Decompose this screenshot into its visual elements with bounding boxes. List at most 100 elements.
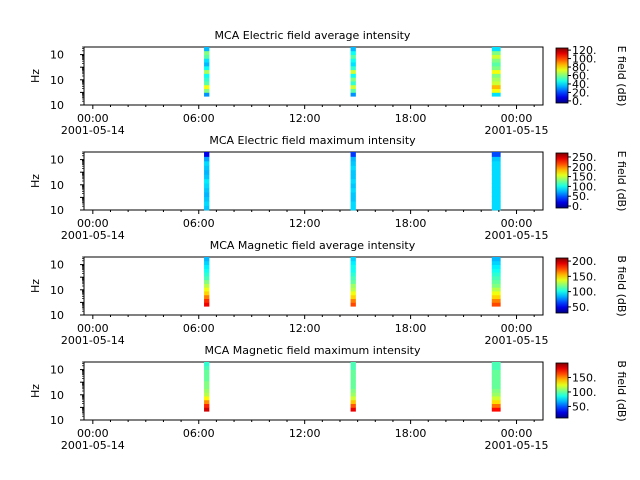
pass-cell bbox=[350, 192, 356, 198]
pass-cell bbox=[491, 183, 501, 189]
pass-cell bbox=[204, 205, 210, 211]
pass-cell bbox=[350, 407, 356, 412]
pass-cell bbox=[491, 156, 501, 162]
pass-cell bbox=[204, 291, 210, 296]
pass-cell bbox=[350, 365, 356, 370]
pass-cell bbox=[204, 192, 210, 198]
colorbar-label: E field (dB) bbox=[615, 151, 628, 212]
x-tick-label: 18:00 bbox=[395, 427, 427, 440]
pass-cell bbox=[204, 373, 210, 378]
pass-cell bbox=[491, 69, 501, 74]
pass-cell bbox=[204, 257, 210, 262]
y-tick-label: 10 bbox=[50, 179, 64, 192]
y-axis-label: Hz bbox=[29, 279, 42, 293]
pass-cell bbox=[350, 62, 356, 67]
colorbar-tick-label: 150. bbox=[572, 171, 597, 184]
pass-cell bbox=[491, 62, 501, 67]
panel-3: MCA Magnetic field average intensity 00:0… bbox=[29, 239, 628, 347]
pass-cell bbox=[350, 403, 356, 408]
x-tick-label: 00:00 bbox=[77, 112, 109, 125]
pass-cell bbox=[350, 294, 356, 300]
pass-cell bbox=[350, 187, 356, 193]
plot-area bbox=[83, 361, 544, 421]
colorbar-tick-label: 100. bbox=[572, 386, 597, 399]
colorbar-tick-label: 50. bbox=[572, 190, 590, 203]
pass-cell bbox=[350, 283, 356, 288]
colorbar bbox=[555, 152, 569, 209]
y-axis-label: Hz bbox=[29, 69, 42, 83]
pass-cell bbox=[491, 291, 501, 296]
pass-cell bbox=[350, 81, 356, 86]
colorbar-tick-label: 20. bbox=[572, 86, 590, 99]
colorbar-tick-label: 100. bbox=[572, 180, 597, 193]
colorbar-tick-label: 250. bbox=[572, 151, 597, 164]
pass-cell bbox=[491, 362, 501, 367]
pass-cell bbox=[491, 294, 501, 300]
pass-cell bbox=[491, 377, 501, 382]
pass-cell bbox=[204, 196, 210, 202]
y-tick-base: 10 bbox=[50, 204, 64, 217]
x-date-label: 2001-05-15 bbox=[485, 334, 549, 347]
pass-2 bbox=[350, 47, 356, 97]
pass-cell bbox=[491, 192, 501, 198]
pass-cell bbox=[204, 287, 210, 292]
pass-cell bbox=[350, 205, 356, 211]
pass-1 bbox=[204, 362, 210, 412]
x-date-label: 2001-05-14 bbox=[61, 229, 125, 242]
y-tick-base: 10 bbox=[50, 74, 64, 87]
pass-cell bbox=[350, 257, 356, 262]
pass-cell bbox=[204, 178, 210, 184]
colorbar-tick-label: 0. bbox=[572, 95, 583, 108]
pass-cell bbox=[350, 65, 356, 71]
pass-cell bbox=[491, 264, 501, 269]
pass-cell bbox=[350, 399, 356, 405]
pass-cell bbox=[350, 178, 356, 184]
pass-cell bbox=[491, 396, 501, 401]
pass-cell bbox=[350, 50, 356, 55]
plot-area bbox=[83, 256, 544, 316]
pass-cell bbox=[491, 283, 501, 288]
colorbar-label: B field (dB) bbox=[615, 360, 628, 421]
pass-cell bbox=[491, 369, 501, 374]
pass-cell bbox=[204, 275, 210, 281]
pass-cell bbox=[350, 291, 356, 296]
pass-cell bbox=[491, 279, 501, 284]
colorbar-label: E field (dB) bbox=[615, 46, 628, 107]
pass-cell bbox=[350, 169, 356, 175]
pass-cell bbox=[491, 392, 501, 397]
pass-cell bbox=[204, 369, 210, 374]
x-tick-label: 18:00 bbox=[395, 322, 427, 335]
x-tick-label: 06:00 bbox=[183, 322, 215, 335]
pass-cell bbox=[491, 58, 501, 63]
pass-cell bbox=[204, 279, 210, 284]
pass-cell bbox=[204, 58, 210, 63]
colorbar-tick-label: 150. bbox=[572, 371, 597, 384]
pass-cell bbox=[204, 92, 210, 97]
pass-cell bbox=[350, 156, 356, 162]
y-tick-base: 10 bbox=[50, 179, 64, 192]
x-date-label: 2001-05-14 bbox=[61, 334, 125, 347]
x-tick-label: 00:00 bbox=[77, 322, 109, 335]
pass-cell bbox=[350, 388, 356, 393]
pass-cell bbox=[491, 302, 501, 307]
colorbar-tick-label: 200. bbox=[572, 255, 597, 268]
x-date-label: 2001-05-14 bbox=[61, 124, 125, 137]
y-tick-base: 10 bbox=[50, 99, 64, 112]
y-tick-label: 10 bbox=[50, 364, 64, 377]
pass-cell bbox=[491, 54, 501, 59]
pass-cell bbox=[491, 201, 501, 206]
x-tick-label: 00:00 bbox=[501, 427, 533, 440]
pass-cell bbox=[204, 377, 210, 382]
colorbar-tick-label: 50. bbox=[572, 301, 590, 314]
pass-cell bbox=[491, 152, 501, 157]
pass-cell bbox=[204, 183, 210, 189]
pass-cell bbox=[491, 81, 501, 86]
pass-cell bbox=[204, 84, 210, 90]
x-tick-label: 00:00 bbox=[501, 217, 533, 230]
y-tick-base: 10 bbox=[50, 309, 64, 322]
pass-cell bbox=[204, 294, 210, 300]
pass-cell bbox=[350, 373, 356, 378]
panel-title: MCA Magnetic field maximum intensity bbox=[205, 344, 421, 357]
pass-cell bbox=[204, 388, 210, 393]
pass-2 bbox=[350, 152, 356, 211]
